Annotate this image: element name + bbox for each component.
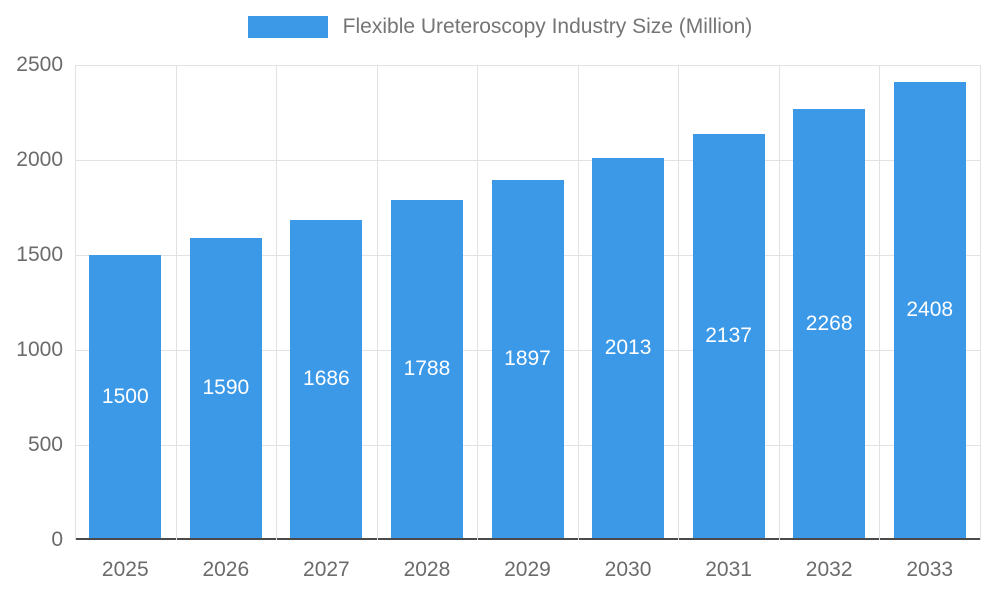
legend-swatch (247, 16, 328, 38)
x-tick-label: 2029 (504, 558, 551, 581)
x-tick-label: 2033 (906, 558, 954, 581)
gridline-vertical (678, 65, 680, 540)
bar-value-label: 1897 (504, 346, 551, 370)
y-tick-label: 500 (27, 433, 63, 456)
gridline-vertical (376, 65, 378, 540)
y-tick-label: 2000 (16, 148, 63, 171)
x-tick-label: 2032 (805, 558, 853, 581)
y-tick-label: 1500 (16, 243, 63, 266)
x-tick-label: 2030 (604, 558, 652, 581)
y-tick-label: 0 (51, 528, 63, 551)
bar-2032: 2268 (793, 109, 866, 538)
gridline-vertical (577, 65, 579, 540)
chart-title: Flexible Ureteroscopy Industry Size (Mil… (342, 15, 753, 38)
y-tick-label: 2500 (16, 53, 63, 76)
bar-value-label: 1686 (303, 366, 350, 390)
bar-2031: 2137 (692, 133, 765, 538)
x-tick-label: 2026 (202, 558, 250, 581)
bar-value-label: 2268 (805, 311, 853, 335)
bar-value-label: 1590 (202, 375, 250, 399)
bar-2025: 1500 (89, 255, 162, 538)
gridline-vertical (980, 65, 981, 540)
y-axis-line (75, 65, 76, 540)
gridline-vertical (778, 65, 780, 540)
bar-2033: 2408 (893, 82, 966, 538)
legend: Flexible Ureteroscopy Industry Size (Mil… (0, 13, 1000, 41)
bar-value-label: 2013 (604, 335, 652, 359)
bar-value-label: 2137 (705, 323, 752, 347)
gridline-horizontal (75, 160, 980, 161)
x-tick-label: 2025 (101, 558, 149, 581)
bar-2028: 1788 (390, 200, 463, 538)
bar-2027: 1686 (290, 219, 363, 538)
x-tick-label: 2031 (705, 558, 752, 581)
plot-area: 1500 1590 1686 1788 1897 2013 2137 2268 2408 (75, 65, 981, 540)
gridline-vertical (175, 65, 177, 540)
gridline-horizontal (75, 65, 980, 66)
bar-value-label: 1500 (101, 384, 149, 408)
gridline-vertical (477, 65, 479, 540)
x-tick-label: 2027 (303, 558, 350, 581)
x-tick-label: 2028 (403, 558, 451, 581)
bar-value-label: 2408 (906, 298, 954, 322)
bar-2030: 2013 (592, 157, 665, 538)
gridline-vertical (879, 65, 881, 540)
bar-2029: 1897 (491, 179, 564, 538)
gridline-vertical (276, 65, 278, 540)
x-axis-line (75, 538, 980, 540)
y-tick-label: 1000 (16, 338, 63, 361)
bar-value-label: 1788 (403, 357, 451, 381)
bar-2026: 1590 (189, 237, 262, 538)
